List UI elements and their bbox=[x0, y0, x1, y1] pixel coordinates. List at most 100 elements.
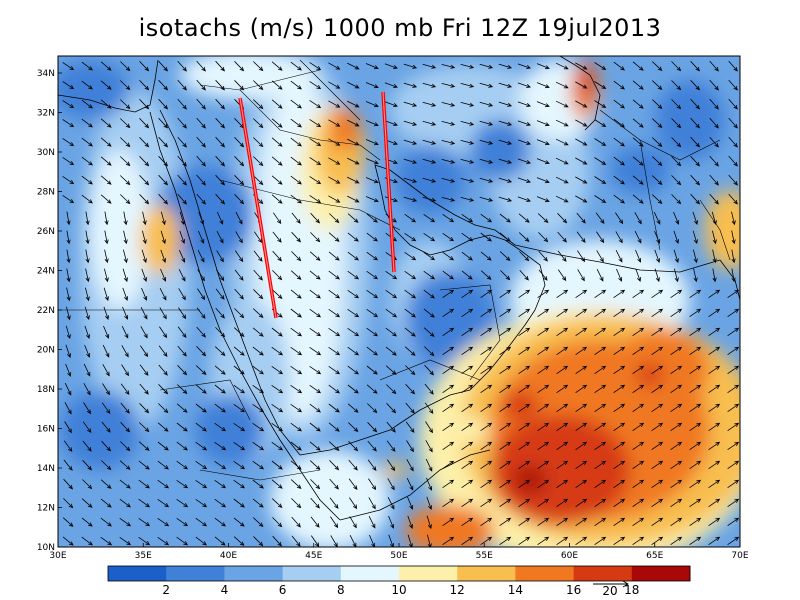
wind-arrow bbox=[233, 479, 246, 489]
wind-arrow bbox=[177, 174, 187, 186]
colorbar-label: 8 bbox=[337, 583, 345, 597]
wind-arrow bbox=[632, 422, 645, 432]
wind-arrow bbox=[139, 80, 150, 91]
wind-arrow bbox=[499, 289, 512, 299]
wind-arrow bbox=[708, 289, 721, 299]
wind-arrow bbox=[138, 460, 150, 470]
wind-arrow bbox=[329, 460, 340, 471]
wind-arrow bbox=[690, 193, 701, 205]
wind-arrow bbox=[727, 441, 740, 451]
wind-arrow bbox=[252, 441, 265, 451]
wind-arrow bbox=[122, 268, 128, 283]
wind-arrow bbox=[347, 327, 360, 337]
wind-arrow bbox=[385, 308, 398, 318]
wind-arrow bbox=[157, 422, 169, 432]
wind-arrow bbox=[480, 479, 493, 489]
wind-arrow bbox=[670, 384, 683, 394]
lon-label: 45E bbox=[305, 551, 322, 561]
wind-arrow bbox=[518, 232, 530, 243]
wind-arrow bbox=[499, 422, 512, 432]
wind-arrow bbox=[594, 195, 607, 204]
wind-arrow bbox=[422, 120, 437, 126]
wind-arrow bbox=[461, 517, 474, 527]
wind-arrow bbox=[309, 176, 322, 185]
wind-arrow bbox=[613, 156, 625, 166]
wind-arrow bbox=[309, 62, 322, 71]
wind-arrow bbox=[102, 383, 111, 396]
wind-arrow bbox=[689, 384, 702, 394]
wind-arrow bbox=[518, 498, 531, 508]
wind-arrow bbox=[157, 479, 170, 489]
wind-arrow bbox=[63, 459, 73, 471]
wind-arrow bbox=[594, 138, 607, 147]
wind-arrow bbox=[613, 80, 625, 90]
wind-arrow bbox=[709, 155, 719, 167]
wind-arrow bbox=[406, 459, 414, 472]
wind-arrow bbox=[309, 289, 321, 299]
wind-arrow bbox=[555, 157, 569, 165]
wind-arrow bbox=[253, 269, 263, 281]
wind-arrow bbox=[404, 346, 416, 356]
wind-arrow bbox=[518, 346, 531, 356]
wind-arrow bbox=[712, 230, 717, 245]
wind-arrow bbox=[328, 422, 340, 432]
wind-arrow bbox=[347, 100, 360, 108]
wind-arrow bbox=[195, 441, 208, 451]
wind-arrow bbox=[65, 363, 72, 377]
wind-arrow bbox=[235, 231, 243, 244]
wind-arrow bbox=[252, 308, 264, 319]
wind-arrow bbox=[272, 270, 283, 281]
wind-arrow bbox=[158, 345, 168, 357]
wind-arrow bbox=[141, 249, 147, 264]
wind-arrow bbox=[556, 422, 569, 432]
wind-arrow bbox=[102, 344, 110, 358]
wind-arrow bbox=[708, 365, 721, 375]
wind-arrow bbox=[632, 289, 645, 299]
wind-arrow bbox=[613, 61, 625, 71]
wind-arrow bbox=[234, 250, 244, 263]
wind-arrow bbox=[499, 517, 512, 527]
wind-arrow bbox=[272, 250, 282, 262]
wind-arrow bbox=[556, 517, 569, 527]
colorbar-label: 12 bbox=[450, 583, 465, 597]
wind-arrow bbox=[176, 441, 188, 451]
wind-arrow bbox=[177, 60, 187, 72]
wind-arrow bbox=[594, 157, 607, 166]
wind-arrow bbox=[441, 159, 456, 164]
wind-arrow bbox=[671, 118, 682, 129]
wind-arrow bbox=[328, 195, 341, 203]
wind-arrow bbox=[404, 308, 416, 318]
wind-arrow bbox=[728, 60, 738, 72]
wind-arrow bbox=[195, 365, 207, 376]
colorbar-swatch bbox=[166, 566, 225, 581]
wind-arrow bbox=[613, 422, 626, 432]
wind-arrow bbox=[461, 536, 474, 546]
wind-arrow bbox=[365, 101, 379, 108]
wind-arrow bbox=[347, 232, 359, 242]
wind-arrow bbox=[518, 308, 531, 318]
wind-arrow bbox=[498, 177, 513, 183]
wind-arrow bbox=[123, 230, 128, 245]
colorbar-label: 18 bbox=[624, 583, 639, 597]
wind-arrow bbox=[253, 231, 263, 244]
wind-arrow bbox=[217, 211, 224, 225]
wind-arrow bbox=[404, 270, 417, 280]
wind-arrow bbox=[708, 422, 721, 432]
wind-arrow bbox=[652, 80, 663, 91]
wind-arrow bbox=[671, 194, 682, 205]
wind-arrow bbox=[634, 231, 642, 244]
wind-arrow bbox=[82, 421, 92, 434]
wind-arrow bbox=[309, 100, 322, 109]
wind-arrow bbox=[215, 136, 226, 148]
wind-arrow bbox=[480, 270, 492, 280]
wind-arrow bbox=[499, 403, 512, 413]
wind-arrow bbox=[385, 289, 398, 299]
wind-arrow bbox=[233, 346, 245, 356]
wind-arrow bbox=[120, 175, 131, 186]
colorbar-label: 14 bbox=[508, 583, 523, 597]
wind-arrow bbox=[461, 384, 474, 394]
wind-arrow bbox=[460, 178, 475, 183]
wind-arrow bbox=[157, 517, 170, 527]
wind-arrow bbox=[82, 459, 93, 471]
wind-arrow bbox=[422, 177, 437, 183]
